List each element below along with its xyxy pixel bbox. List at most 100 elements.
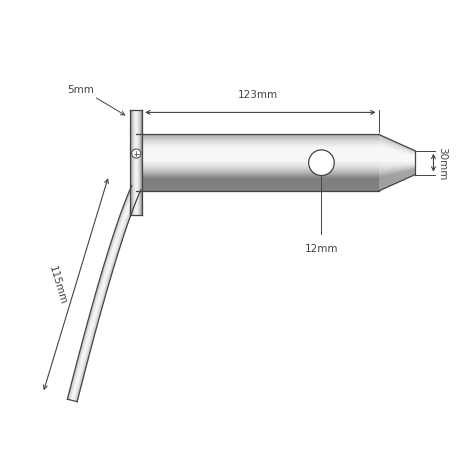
Bar — [136, 137, 378, 138]
Polygon shape — [69, 187, 133, 400]
Bar — [136, 186, 378, 187]
Polygon shape — [378, 147, 414, 157]
Polygon shape — [68, 187, 133, 400]
Bar — [136, 161, 378, 162]
Polygon shape — [69, 187, 134, 400]
Polygon shape — [378, 158, 414, 162]
Polygon shape — [378, 169, 414, 179]
Polygon shape — [72, 188, 135, 400]
Polygon shape — [378, 153, 414, 159]
Polygon shape — [378, 155, 414, 160]
Polygon shape — [378, 159, 414, 162]
Polygon shape — [378, 158, 414, 161]
Bar — [136, 172, 378, 173]
Polygon shape — [74, 190, 139, 401]
Polygon shape — [68, 186, 132, 399]
Text: 115mm: 115mm — [47, 264, 68, 305]
Polygon shape — [378, 164, 414, 165]
Polygon shape — [378, 160, 414, 162]
Bar — [136, 157, 378, 158]
Polygon shape — [75, 190, 139, 401]
Polygon shape — [378, 135, 414, 152]
Polygon shape — [68, 187, 133, 400]
Polygon shape — [378, 168, 414, 175]
Polygon shape — [378, 167, 414, 173]
Polygon shape — [378, 150, 414, 158]
Polygon shape — [378, 165, 414, 169]
Polygon shape — [73, 189, 137, 401]
Bar — [136, 145, 378, 146]
Bar — [136, 189, 378, 190]
Polygon shape — [378, 144, 414, 155]
Polygon shape — [378, 152, 414, 159]
Polygon shape — [378, 165, 414, 168]
Bar — [136, 167, 378, 168]
Polygon shape — [378, 166, 414, 170]
Bar — [136, 144, 378, 145]
Bar — [136, 169, 378, 170]
Polygon shape — [378, 169, 414, 178]
Bar — [136, 151, 378, 152]
Polygon shape — [72, 188, 136, 401]
Polygon shape — [69, 187, 133, 400]
Bar — [136, 148, 378, 149]
Polygon shape — [378, 139, 414, 154]
Polygon shape — [69, 187, 134, 400]
Bar — [136, 176, 378, 177]
Polygon shape — [378, 140, 414, 154]
Polygon shape — [378, 151, 414, 159]
Polygon shape — [71, 188, 135, 400]
Polygon shape — [378, 161, 414, 162]
Polygon shape — [378, 174, 414, 188]
Polygon shape — [378, 173, 414, 187]
Polygon shape — [76, 190, 140, 402]
Bar — [136, 173, 378, 174]
Polygon shape — [378, 138, 414, 153]
Polygon shape — [378, 165, 414, 168]
Bar — [136, 135, 378, 136]
Text: 12mm: 12mm — [304, 243, 337, 253]
Polygon shape — [74, 190, 138, 401]
Polygon shape — [67, 186, 132, 399]
Bar — [136, 162, 378, 163]
Polygon shape — [71, 188, 135, 400]
Polygon shape — [378, 174, 414, 191]
Polygon shape — [72, 189, 136, 401]
Circle shape — [308, 151, 334, 176]
Polygon shape — [378, 171, 414, 182]
Polygon shape — [72, 189, 136, 401]
Polygon shape — [378, 171, 414, 183]
Polygon shape — [378, 146, 414, 156]
Bar — [136, 183, 378, 184]
Polygon shape — [70, 188, 134, 400]
Polygon shape — [75, 190, 139, 401]
Bar — [136, 181, 378, 182]
Polygon shape — [71, 188, 135, 400]
Bar — [136, 164, 378, 165]
Polygon shape — [378, 154, 414, 160]
Polygon shape — [378, 141, 414, 154]
Bar — [136, 139, 378, 140]
Polygon shape — [69, 187, 133, 400]
Polygon shape — [378, 168, 414, 176]
Bar — [136, 143, 378, 144]
Polygon shape — [75, 190, 139, 401]
Polygon shape — [74, 189, 138, 401]
Polygon shape — [378, 169, 414, 177]
Polygon shape — [378, 146, 414, 157]
Polygon shape — [378, 149, 414, 157]
Polygon shape — [378, 157, 414, 161]
Polygon shape — [77, 190, 140, 402]
Polygon shape — [378, 142, 414, 155]
Circle shape — [131, 150, 140, 159]
Polygon shape — [73, 189, 137, 401]
Bar — [136, 191, 378, 192]
Polygon shape — [378, 172, 414, 184]
Polygon shape — [70, 188, 134, 400]
Polygon shape — [73, 189, 137, 401]
Bar — [136, 156, 378, 157]
Polygon shape — [378, 149, 414, 158]
Bar — [136, 152, 378, 153]
Bar — [136, 142, 378, 143]
Polygon shape — [73, 189, 137, 401]
